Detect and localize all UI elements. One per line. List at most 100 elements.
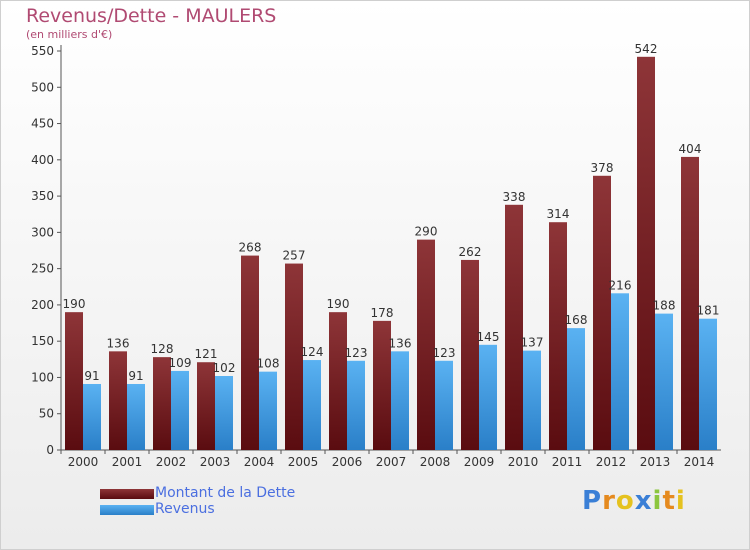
proxiti-logo: Proxiti: [582, 486, 686, 516]
bar-revenus: [699, 318, 717, 450]
x-tick-label: 2003: [200, 455, 231, 469]
bar-revenus: [347, 360, 365, 450]
data-label-dette: 290: [415, 225, 438, 239]
y-tick-label: 450: [31, 117, 54, 131]
bar-dette: [285, 263, 303, 450]
x-tick-label: 2008: [420, 455, 451, 469]
y-tick-label: 550: [31, 44, 54, 58]
data-label-revenus: 123: [345, 346, 368, 360]
bar-revenus: [83, 383, 101, 450]
y-tick-label: 150: [31, 334, 54, 348]
data-label-revenus: 216: [609, 278, 632, 292]
bar-revenus: [215, 376, 233, 450]
bar-revenus: [127, 383, 145, 450]
y-tick-label: 0: [46, 443, 54, 457]
data-label-revenus: 109: [169, 356, 192, 370]
bar-revenus: [391, 351, 409, 450]
y-tick-label: 100: [31, 370, 54, 384]
data-label-revenus: 124: [301, 345, 324, 359]
x-tick-label: 2006: [332, 455, 363, 469]
y-axis: 0 50 100 150 200 250 300 350 400 450 500 550: [31, 44, 62, 457]
y-tick-label: 500: [31, 80, 54, 94]
logo-letter: r: [602, 486, 616, 516]
data-label-dette: 542: [635, 42, 658, 56]
data-label-dette: 257: [283, 249, 306, 263]
y-tick-label: 300: [31, 225, 54, 239]
bar-revenus: [303, 360, 321, 450]
data-label-revenus: 181: [697, 304, 720, 318]
data-label-dette: 128: [151, 342, 174, 356]
data-label-revenus: 102: [213, 361, 236, 375]
bar-revenus: [655, 313, 673, 450]
data-label-revenus: 188: [653, 299, 676, 313]
x-tick-label: 2007: [376, 455, 407, 469]
bar-revenus: [259, 371, 277, 450]
y-tick-label: 50: [39, 407, 54, 421]
bars: [65, 56, 717, 450]
data-label-dette: 404: [679, 142, 702, 156]
x-tick-label: 2002: [156, 455, 187, 469]
y-tick-label: 250: [31, 262, 54, 276]
data-label-dette: 268: [239, 241, 262, 255]
logo-letter: o: [615, 486, 635, 516]
chart-title: Revenus/Dette - MAULERS: [26, 5, 277, 27]
bar-dette: [417, 239, 435, 450]
data-label-dette: 136: [107, 336, 130, 350]
y-tick-label: 400: [31, 153, 54, 167]
logo-letter: i: [675, 486, 686, 516]
data-label-revenus: 137: [521, 336, 544, 350]
x-tick-label: 2013: [640, 455, 671, 469]
x-tick-label: 2005: [288, 455, 319, 469]
legend-label-dette: Montant de la Dette: [155, 485, 296, 501]
x-tick-label: 2010: [508, 455, 539, 469]
logo-letter: P: [582, 486, 603, 516]
x-tick-label: 2011: [552, 455, 583, 469]
y-tick-label: 350: [31, 189, 54, 203]
data-label-dette: 121: [195, 347, 218, 361]
data-label-dette: 338: [503, 190, 526, 204]
x-tick-label: 2014: [684, 455, 715, 469]
data-label-revenus: 123: [433, 346, 456, 360]
y-tick-label: 200: [31, 298, 54, 312]
x-tick-label: 2001: [112, 455, 143, 469]
bar-revenus: [611, 293, 629, 450]
bar-dette: [593, 175, 611, 450]
data-label-dette: 262: [459, 245, 482, 259]
bar-revenus: [567, 328, 585, 450]
data-label-dette: 190: [63, 297, 86, 311]
bar-dette: [373, 320, 391, 450]
logo-letter: i: [652, 486, 663, 516]
legend-label-revenus: Revenus: [155, 501, 215, 517]
x-tick-label: 2009: [464, 455, 495, 469]
bar-dette: [329, 312, 347, 450]
data-label-dette: 378: [591, 161, 614, 175]
bar-revenus: [523, 350, 541, 450]
bar-revenus: [171, 370, 189, 450]
data-label-revenus: 136: [389, 336, 412, 350]
bar-dette: [241, 255, 259, 450]
bar-dette: [637, 56, 655, 450]
data-label-dette: 178: [371, 306, 394, 320]
x-axis: 2000 2001 2002 2003 2004 2005 2006 2007 2008 2009…: [60, 449, 721, 469]
bar-dette: [109, 351, 127, 450]
bar-revenus: [435, 360, 453, 450]
chart-subtitle: (en milliers d'€): [26, 28, 113, 41]
legend-swatch-dette: [100, 489, 154, 499]
data-label-dette: 190: [327, 297, 350, 311]
x-tick-label: 2000: [68, 455, 99, 469]
logo-letter: t: [662, 486, 676, 516]
legend-swatch-revenus: [100, 505, 154, 515]
data-label-revenus: 168: [565, 313, 588, 327]
bar-dette: [461, 259, 479, 450]
x-tick-label: 2012: [596, 455, 627, 469]
data-label-dette: 314: [547, 207, 570, 221]
bar-dette: [197, 362, 215, 450]
bar-dette: [153, 357, 171, 450]
data-label-revenus: 91: [128, 369, 143, 383]
bar-dette: [505, 204, 523, 450]
logo-letter: x: [634, 486, 653, 516]
bar-dette: [549, 222, 567, 450]
